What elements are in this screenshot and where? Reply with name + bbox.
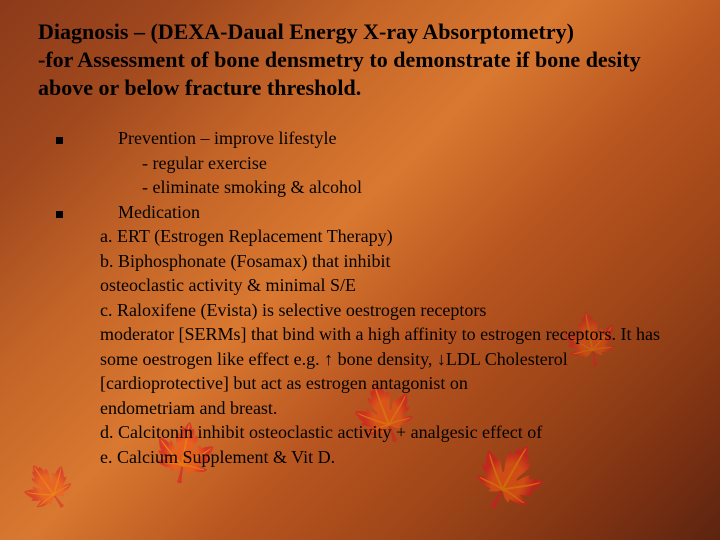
body-text: moderator [SERMs] that bind with a high … <box>38 322 682 395</box>
body-text: d. Calcitonin inhibit osteoclastic activ… <box>38 420 682 444</box>
body-text: endometriam and breast. <box>38 396 682 420</box>
title-line-2: -for Assessment of bone densmetry to dem… <box>38 47 641 100</box>
body-text: a. ERT (Estrogen Replacement Therapy) <box>38 224 682 248</box>
bullet-row: Prevention – improve lifestyle <box>38 126 682 150</box>
slide-title: Diagnosis – (DEXA-Daual Energy X-ray Abs… <box>38 18 682 102</box>
body-text: Medication <box>118 200 682 224</box>
body-text: b. Biphosphonate (Fosamax) that inhibit <box>38 249 682 273</box>
body-text: e. Calcium Supplement & Vit D. <box>38 445 682 469</box>
slide-body: Prevention – improve lifestyle - regular… <box>38 126 682 469</box>
square-bullet-icon <box>56 211 63 218</box>
square-bullet-icon <box>56 137 63 144</box>
body-text: osteoclastic activity & minimal S/E <box>38 273 682 297</box>
body-text: c. Raloxifene (Evista) is selective oest… <box>38 298 682 322</box>
body-text: - regular exercise <box>38 151 682 175</box>
bullet-row: Medication <box>38 200 682 224</box>
body-text: Prevention – improve lifestyle <box>118 126 682 150</box>
body-text: - eliminate smoking & alcohol <box>38 175 682 199</box>
slide-content: Diagnosis – (DEXA-Daual Energy X-ray Abs… <box>0 0 720 469</box>
title-line-1: Diagnosis – (DEXA-Daual Energy X-ray Abs… <box>38 19 574 44</box>
